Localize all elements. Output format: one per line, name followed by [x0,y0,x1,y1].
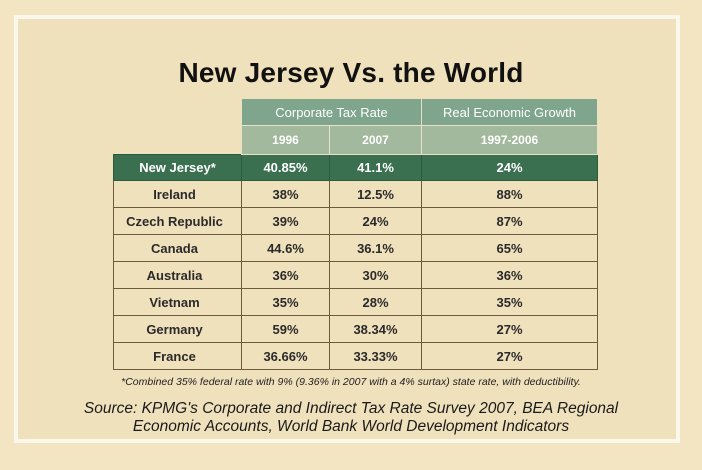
country-cell: France [113,342,242,370]
year-header-row: 1996 2007 1997-2006 [114,125,598,155]
table-row: France 36.66% 33.33% 27% [113,342,598,370]
rate-2007-cell: 36.1% [329,234,422,262]
rate-2007-cell: 30% [329,261,422,289]
growth-cell: 35% [421,288,598,316]
country-cell: Germany [113,315,242,343]
country-cell: Canada [113,234,242,262]
growth-cell: 27% [421,342,598,370]
rate-2007-cell: 24% [329,207,422,235]
rate-2007-cell: 41.1% [329,154,422,181]
comparison-table: Corporate Tax Rate Real Economic Growth … [113,99,598,370]
group-header-row: Corporate Tax Rate Real Economic Growth [114,99,598,126]
country-cell: Vietnam [113,288,242,316]
rate-1996-cell: 39% [241,207,330,235]
corner-cell [114,99,242,126]
real-economic-growth-header: Real Economic Growth [421,99,598,126]
rate-1996-cell: 44.6% [241,234,330,262]
rate-1996-cell: 40.85% [241,154,330,181]
country-cell: Australia [113,261,242,289]
year-2007-header: 2007 [329,125,422,155]
rate-2007-cell: 38.34% [329,315,422,343]
table-row: Ireland 38% 12.5% 88% [113,180,598,208]
table-row: Germany 59% 38.34% 27% [113,315,598,343]
growth-period-header: 1997-2006 [421,125,598,155]
rate-1996-cell: 36% [241,261,330,289]
country-cell: Czech Republic [113,207,242,235]
table-row: Australia 36% 30% 36% [113,261,598,289]
source-line-2: Economic Accounts, World Bank World Deve… [132,418,570,435]
table-row-new-jersey: New Jersey* 40.85% 41.1% 24% [113,154,598,181]
growth-cell: 24% [421,154,598,181]
rate-1996-cell: 35% [241,288,330,316]
rate-2007-cell: 28% [329,288,422,316]
growth-cell: 65% [421,234,598,262]
table-row: Canada 44.6% 36.1% 65% [113,234,598,262]
country-cell: New Jersey* [113,154,242,181]
growth-cell: 36% [421,261,598,289]
rate-2007-cell: 33.33% [329,342,422,370]
growth-cell: 87% [421,207,598,235]
country-cell: Ireland [113,180,242,208]
source-citation: Source: KPMG's Corporate and Indirect Ta… [0,400,702,436]
rate-1996-cell: 38% [241,180,330,208]
rate-2007-cell: 12.5% [329,180,422,208]
growth-cell: 27% [421,315,598,343]
corporate-tax-rate-header: Corporate Tax Rate [241,99,422,126]
table-row: Vietnam 35% 28% 35% [113,288,598,316]
growth-cell: 88% [421,180,598,208]
footnote: *Combined 35% federal rate with 9% (9.36… [121,376,581,388]
table-row: Czech Republic 39% 24% 87% [113,207,598,235]
rate-1996-cell: 59% [241,315,330,343]
corner-cell [114,126,242,155]
source-line-1: Source: KPMG's Corporate and Indirect Ta… [83,400,619,417]
page-title: New Jersey Vs. the World [178,57,524,88]
rate-1996-cell: 36.66% [241,342,330,370]
year-1996-header: 1996 [241,125,330,155]
